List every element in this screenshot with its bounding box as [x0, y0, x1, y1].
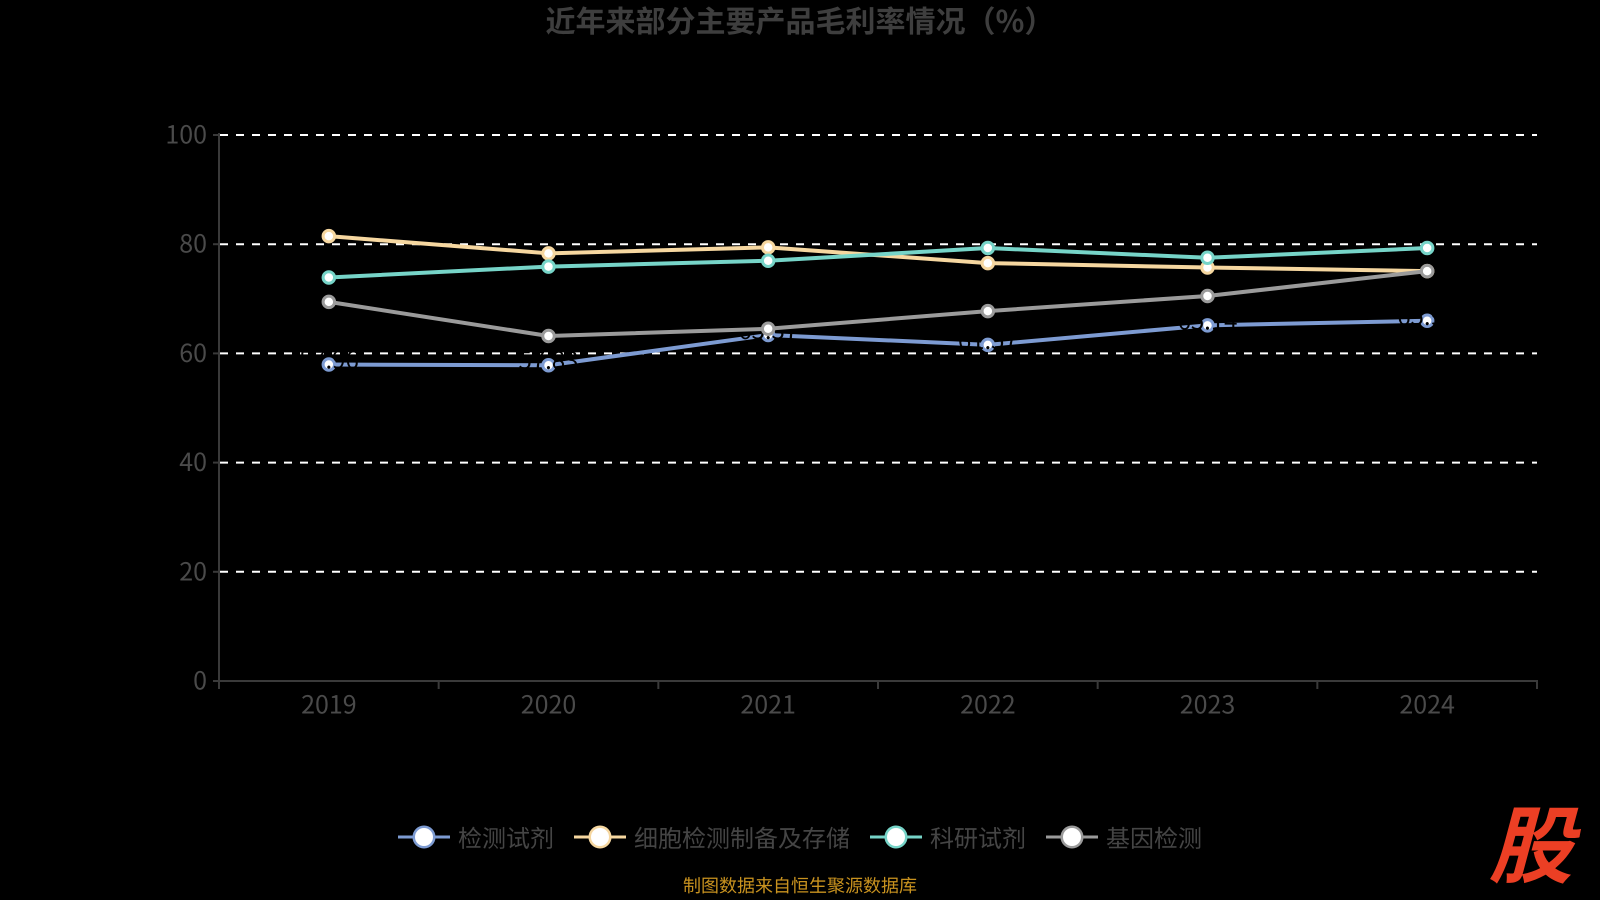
series-1-point-1	[541, 246, 556, 261]
chart-title: 近年来部分主要产品毛利率情况（%）	[545, 0, 1055, 41]
series-0-label-3: 61.57	[958, 321, 1018, 356]
x-axis-label: 2020	[521, 686, 577, 722]
data-source-caption: 制图数据来自恒生聚源数据库	[683, 872, 917, 898]
series-3-point-5	[1419, 263, 1435, 279]
legend: 检测试剂 细胞检测制备及存储 科研试剂 基因检测	[0, 824, 1600, 850]
legend-label-0: 检测试剂	[458, 819, 554, 854]
legend-item-3[interactable]: 基因检测	[1046, 824, 1202, 850]
series-3-point-1	[541, 328, 556, 344]
legend-line-dot-icon	[398, 825, 450, 849]
series-0-label-1: 57.83	[519, 341, 579, 376]
series-2-point-3	[980, 240, 996, 256]
series-line-3	[326, 269, 1430, 338]
legend-line-dot-icon	[1046, 825, 1098, 849]
series-0-point-3	[980, 337, 996, 353]
legend-label-1: 细胞检测制备及存储	[634, 819, 850, 854]
series-2-point-0	[321, 270, 337, 285]
series-0-point-5	[1419, 313, 1435, 329]
x-axis-label: 2024	[1399, 686, 1455, 722]
series-2-point-4	[1200, 250, 1215, 266]
legend-item-2[interactable]: 科研试剂	[870, 824, 1026, 850]
series-line-2	[326, 246, 1430, 280]
legend-label-3: 基因检测	[1106, 819, 1202, 854]
legend-line-dot-icon	[870, 825, 922, 849]
x-axis-label: 2019	[301, 686, 357, 722]
legend-line-dot-icon	[574, 825, 626, 849]
y-axis-label: 60	[179, 334, 207, 370]
x-axis-label: 2023	[1180, 686, 1236, 722]
series-0-label-0: 57.96	[299, 341, 359, 376]
y-axis-label: 100	[165, 116, 207, 152]
y-axis-label: 80	[179, 225, 207, 261]
series-0-point-1	[541, 357, 556, 373]
x-axis-label: 2022	[960, 686, 1016, 722]
series-2-point-1	[541, 259, 556, 274]
series-2-point-2	[760, 253, 776, 269]
legend-item-1[interactable]: 细胞检测制备及存储	[574, 824, 850, 850]
series-0-label-4: 65.14	[1178, 301, 1238, 336]
series-3-point-3	[980, 303, 996, 319]
series-1-point-0	[321, 228, 337, 244]
series-0-label-5: 65.97	[1397, 297, 1457, 332]
y-axis-label: 0	[193, 662, 207, 698]
series-3-point-4	[1200, 288, 1215, 304]
series-0-point-4	[1200, 318, 1215, 333]
y-axis-label: 40	[179, 443, 207, 479]
series-1-point-2	[760, 240, 776, 255]
x-axis-label: 2021	[740, 686, 796, 722]
y-axis-label: 20	[179, 552, 207, 588]
series-0-point-0	[321, 357, 337, 372]
series-1-point-3	[980, 255, 996, 271]
series-3-point-0	[321, 294, 337, 310]
series-line-0	[326, 318, 1430, 368]
series-2-point-5	[1419, 240, 1435, 256]
legend-label-2: 科研试剂	[930, 819, 1026, 854]
series-3-point-2	[760, 321, 776, 337]
legend-item-0[interactable]: 检测试剂	[398, 824, 554, 850]
